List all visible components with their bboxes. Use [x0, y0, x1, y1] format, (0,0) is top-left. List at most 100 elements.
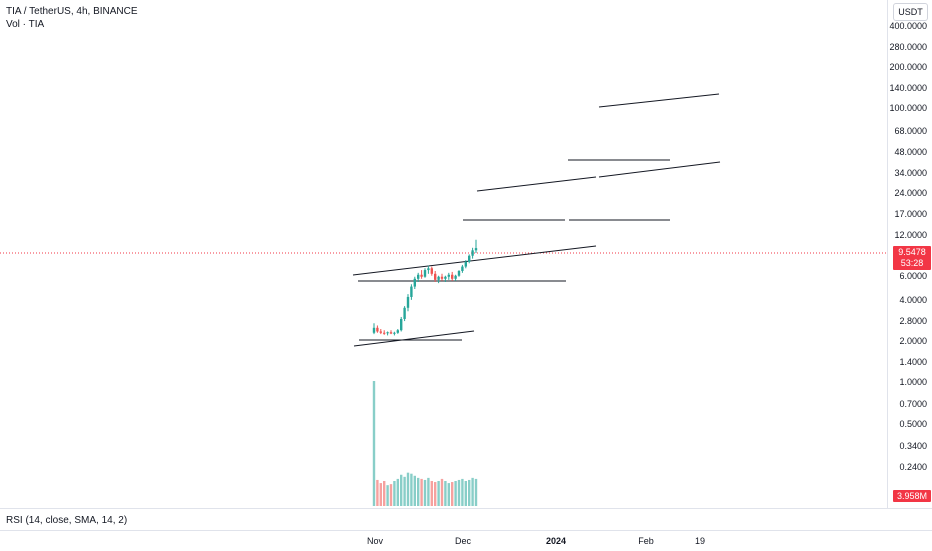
price-tick: 2.8000: [899, 316, 927, 327]
candle-body: [403, 307, 406, 319]
volume-bar: [406, 472, 410, 506]
last-price-label: 9.5478 53:28: [893, 246, 931, 270]
candle-body: [383, 332, 386, 334]
volume-bar: [400, 474, 403, 506]
volume-bar: [444, 481, 447, 506]
candle-body: [372, 327, 376, 333]
price-tick: 6.0000: [899, 270, 927, 281]
volume-bar: [454, 481, 457, 506]
price-scale[interactable]: USDT 400.0000 280.0000 200.0000 140.0000 100…: [887, 0, 932, 508]
price-tick: 68.0000: [894, 126, 927, 137]
currency-button[interactable]: USDT: [893, 3, 928, 21]
candle-body: [417, 274, 420, 279]
candlestick-series: [372, 239, 478, 336]
bar-countdown: 53:28: [900, 258, 924, 268]
candle-body: [406, 296, 410, 308]
volume-bar: [420, 478, 423, 506]
price-tick: 2.0000: [899, 336, 927, 347]
time-label: Dec: [454, 536, 472, 546]
volume-bar: [410, 473, 413, 506]
main-chart-svg[interactable]: [0, 0, 887, 508]
price-tick: 0.3400: [899, 441, 927, 452]
volume-bar: [437, 481, 440, 506]
candle-body: [464, 261, 467, 267]
candle-body: [440, 276, 444, 279]
price-tick: 140.0000: [889, 83, 927, 94]
price-tick: 0.7000: [899, 398, 927, 409]
candle-body: [389, 332, 393, 334]
price-tick: 0.5000: [899, 418, 927, 429]
candle-body: [396, 330, 399, 333]
candle-body: [430, 268, 433, 274]
price-tick: 12.0000: [894, 229, 927, 240]
volume-bar: [427, 477, 430, 506]
trendline-upper-1[interactable]: [476, 176, 597, 192]
candle-body: [386, 332, 389, 334]
candle-body: [427, 268, 430, 271]
volume-bar: [440, 478, 444, 506]
volume-bar: [457, 479, 461, 506]
volume-bar: [413, 475, 416, 506]
price-tick: 1.4000: [899, 357, 927, 368]
candle-body: [437, 276, 440, 280]
candle-body: [434, 273, 437, 280]
time-label: Nov: [366, 536, 384, 546]
price-tick: 280.0000: [889, 42, 927, 53]
price-tick: 4.0000: [899, 294, 927, 305]
volume-bar: [451, 482, 454, 506]
candle-body: [400, 318, 403, 331]
time-label: 2024: [545, 536, 567, 546]
candle-body: [461, 266, 464, 271]
volume-bar: [376, 479, 379, 506]
volume-bar: [393, 481, 396, 506]
price-tick: 100.0000: [889, 103, 927, 114]
chart-area[interactable]: TIA / TetherUS, 4h, BINANCE Vol · TIA: [0, 0, 887, 508]
trendline-lower-channel[interactable]: [353, 330, 475, 347]
candle-body: [454, 275, 457, 279]
rsi-pane[interactable]: RSI (14, close, SMA, 14, 2): [0, 508, 932, 531]
candle-body: [423, 270, 427, 277]
volume-bar: [474, 478, 478, 506]
candle-body: [376, 327, 379, 332]
time-label: Feb: [638, 536, 654, 546]
volume-bar: [430, 481, 433, 506]
candle-body: [457, 270, 461, 276]
volume-indicator-label[interactable]: Vol · TIA: [6, 19, 45, 30]
candle-body: [393, 332, 396, 334]
volume-bar: [403, 476, 406, 506]
last-price-value: 9.5478: [898, 247, 926, 257]
candle-body: [444, 276, 447, 279]
symbol-title[interactable]: TIA / TetherUS, 4h, BINANCE: [6, 6, 138, 17]
trend-line-drawings[interactable]: [352, 93, 721, 347]
volume-bar: [389, 484, 393, 506]
candle-body: [451, 274, 454, 279]
volume-bar: [434, 482, 437, 506]
candle-body: [413, 278, 416, 287]
trendline-resistance[interactable]: [352, 245, 597, 276]
price-tick: 0.2400: [899, 462, 927, 473]
candle-body: [468, 255, 471, 262]
trendline-upper-2[interactable]: [598, 161, 721, 178]
volume-value-label: 3.958M: [893, 490, 931, 502]
time-label: 19: [694, 536, 706, 546]
candle-body: [447, 274, 450, 277]
volume-bar: [372, 381, 376, 506]
volume-bar: [386, 485, 389, 506]
price-tick: 34.0000: [894, 167, 927, 178]
price-tick: 17.0000: [894, 208, 927, 219]
time-axis[interactable]: Nov Dec 2024 Feb 19: [0, 530, 932, 551]
price-tick: 1.0000: [899, 377, 927, 388]
volume-series: [372, 381, 478, 506]
volume-bar: [423, 479, 427, 506]
candle-body: [410, 286, 413, 297]
trendline-top[interactable]: [598, 93, 720, 108]
volume-bar: [468, 479, 471, 506]
candle-body: [379, 331, 382, 333]
volume-bar: [447, 483, 450, 506]
volume-bar: [471, 477, 474, 506]
volume-bar: [464, 481, 467, 506]
volume-bar: [417, 477, 420, 506]
price-tick: 24.0000: [894, 188, 927, 199]
volume-bar: [396, 478, 399, 506]
rsi-label[interactable]: RSI (14, close, SMA, 14, 2): [6, 515, 128, 526]
